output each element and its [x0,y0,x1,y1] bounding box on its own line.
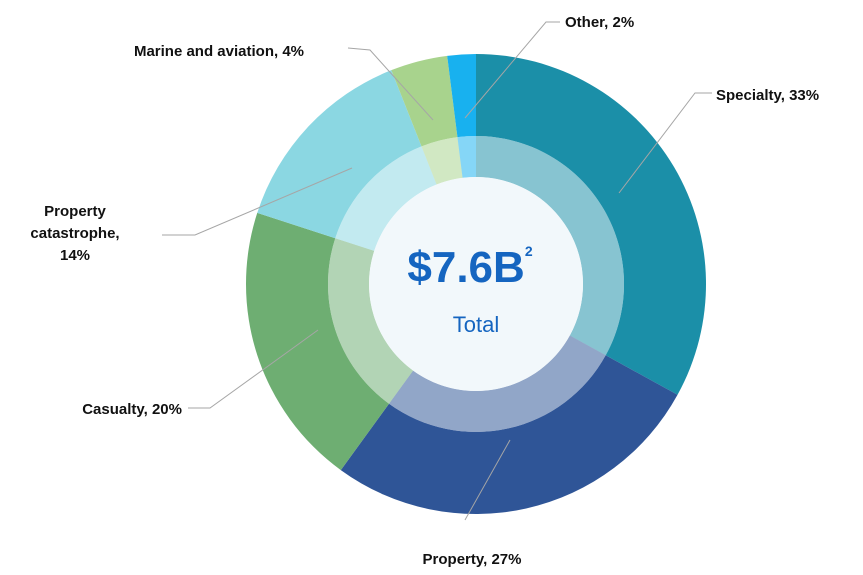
slice-inner [457,136,476,178]
slice-inner-tint [421,137,463,185]
center-value: $7.6B [407,243,524,292]
leader-line [347,47,434,121]
slice-inner-tint [389,335,606,432]
slice-label: Specialty, 33% [716,87,819,104]
label-line: 14% [60,247,90,264]
slice [257,70,422,239]
slice-inner-tint [457,136,476,178]
center-total: $7.6B2 [407,243,532,292]
slice [340,355,678,514]
slice [245,212,390,471]
slice-label: Marine and aviation, 4% [134,43,304,60]
slice-inner-tint [476,136,624,356]
label-line: catastrophe, [30,225,119,242]
slice [447,54,476,138]
slice-inner-tint [328,238,414,404]
slice-inner [389,335,606,432]
leader-line [464,21,560,119]
slices [245,54,706,514]
slice-inner [476,136,624,356]
slice-label: Casualty, 20% [82,401,182,418]
center-subtitle: Total [453,312,499,337]
leader-line [464,439,511,521]
leader-line [162,167,353,236]
slice [391,55,458,147]
slice-label: Other, 2% [565,14,634,31]
slice-inner [328,238,414,404]
leader-line [188,329,319,409]
slice [476,54,706,395]
slice-inner [335,146,437,251]
slice-inner-tint [335,146,437,251]
center-hole [369,177,583,391]
label-line: Property [44,203,106,220]
slice-inner [421,137,463,185]
center-footnote: 2 [525,243,533,259]
leader-line [618,92,712,194]
slice-label: Property, 27% [423,551,522,568]
slice-label: Property catastrophe, 14% [30,203,119,264]
